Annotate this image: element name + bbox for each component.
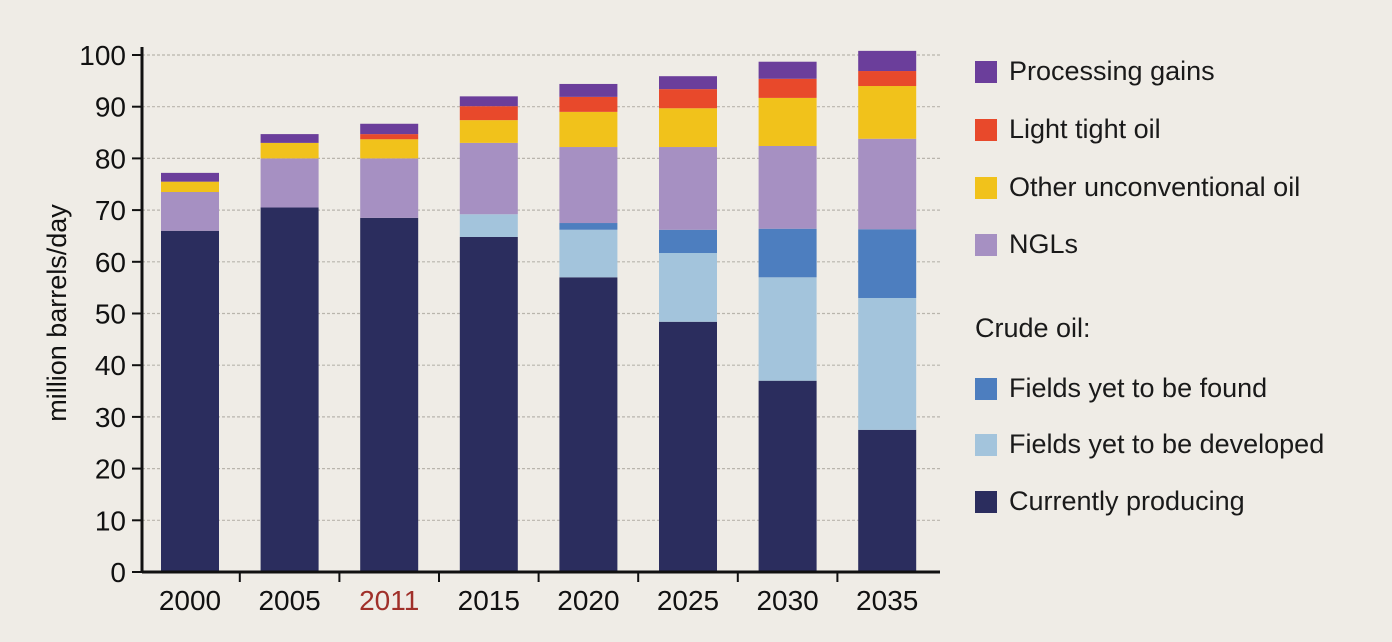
bar-segment-fields-yet-to-be-developed: [559, 229, 618, 278]
x-tick-label: 2011: [359, 585, 419, 616]
bar-segment-other-unconventional-oil: [659, 108, 717, 148]
legend-heading: Crude oil:: [975, 313, 1091, 343]
bar-segment-light-tight-oil: [659, 89, 717, 109]
legend-label: Other unconventional oil: [1009, 172, 1301, 202]
bar-segment-currently-producing: [161, 230, 219, 572]
bar-segment-ngls: [260, 158, 319, 208]
x-tick-label: 2025: [657, 585, 719, 616]
legend-swatch: [975, 233, 997, 256]
legend-item: NGLs: [975, 229, 1078, 260]
bar-segment-light-tight-oil: [360, 134, 419, 140]
legend-item: Fields yet to be developed: [975, 429, 1324, 460]
bar-segment-processing-gains: [659, 76, 717, 90]
x-tick-label: 2015: [458, 585, 520, 616]
bar-segment-processing-gains: [459, 96, 518, 107]
bar-segment-other-unconventional-oil: [260, 142, 319, 159]
y-tick-label: 70: [95, 195, 126, 226]
bar-segment-ngls: [758, 145, 817, 229]
bar-segment-ngls: [659, 147, 717, 230]
legend-swatch: [975, 377, 997, 400]
legend-swatch: [975, 176, 997, 199]
bar-segment-fields-yet-to-be-developed: [459, 214, 518, 237]
bar-segment-currently-producing: [260, 207, 319, 572]
bar-segment-processing-gains: [360, 123, 419, 135]
legend-item: Currently producing: [975, 486, 1245, 517]
legend-swatch: [975, 433, 997, 456]
legend-label: Currently producing: [1009, 486, 1245, 516]
bar-segment-currently-producing: [459, 236, 518, 572]
legend-swatch: [975, 490, 997, 513]
bar-segment-processing-gains: [260, 134, 319, 143]
y-tick-label: 50: [95, 299, 126, 330]
y-tick-label: 90: [95, 92, 126, 123]
y-tick-label: 0: [110, 557, 126, 588]
bar-segment-ngls: [858, 138, 917, 230]
bar-segment-ngls: [161, 192, 219, 231]
bar-segment-processing-gains: [758, 61, 817, 79]
bar-segment-other-unconventional-oil: [161, 181, 219, 193]
x-tick-label: 2020: [557, 585, 619, 616]
bar-segment-other-unconventional-oil: [559, 111, 618, 148]
bar-segment-fields-yet-to-be-found: [758, 228, 817, 278]
bar-segment-fields-yet-to-be-found: [559, 223, 618, 230]
legend-label: Processing gains: [1009, 56, 1215, 86]
legend-item: Fields yet to be found: [975, 373, 1267, 404]
legend-swatch: [975, 118, 997, 141]
legend-item: Other unconventional oil: [975, 172, 1300, 203]
bar-segment-fields-yet-to-be-found: [858, 229, 917, 298]
x-tick-label: 2030: [756, 585, 818, 616]
x-tick-label: 2035: [856, 585, 918, 616]
bar-segment-other-unconventional-oil: [459, 120, 518, 143]
y-tick-label: 100: [79, 40, 126, 71]
bar-segment-other-unconventional-oil: [758, 97, 817, 146]
bar-segment-processing-gains: [161, 172, 219, 182]
y-tick-label: 60: [95, 247, 126, 278]
bar-segment-ngls: [360, 158, 419, 218]
bar-segment-light-tight-oil: [758, 78, 817, 98]
y-tick-label: 30: [95, 402, 126, 433]
y-axis-label: million barrels/day: [42, 204, 72, 422]
legend-label: Fields yet to be developed: [1009, 429, 1325, 459]
bar-segment-currently-producing: [758, 380, 817, 572]
bar-segment-other-unconventional-oil: [360, 139, 419, 159]
bar-segment-light-tight-oil: [459, 106, 518, 121]
y-tick-label: 20: [95, 454, 126, 485]
y-tick-label: 80: [95, 143, 126, 174]
legend-item: Light tight oil: [975, 114, 1161, 145]
bar-segment-currently-producing: [559, 277, 618, 572]
legend-swatch: [975, 60, 997, 83]
legend-label: Light tight oil: [1009, 114, 1161, 144]
y-tick-label: 10: [95, 505, 126, 536]
legend-label: Fields yet to be found: [1009, 373, 1268, 403]
bar-segment-fields-yet-to-be-developed: [858, 297, 917, 430]
legend-label: NGLs: [1009, 229, 1079, 259]
bars: [161, 50, 917, 573]
x-tick-label: 2005: [258, 585, 320, 616]
bar-segment-currently-producing: [659, 321, 717, 572]
bar-segment-currently-producing: [360, 217, 419, 573]
bar-segment-ngls: [459, 142, 518, 215]
bar-segment-currently-producing: [858, 429, 917, 572]
bar-segment-processing-gains: [858, 50, 917, 72]
bar-segment-fields-yet-to-be-developed: [659, 253, 717, 322]
bar-segment-ngls: [559, 147, 618, 224]
bar-segment-fields-yet-to-be-developed: [758, 277, 817, 381]
bar-segment-light-tight-oil: [559, 96, 618, 112]
bar-segment-processing-gains: [559, 83, 618, 97]
bar-segment-other-unconventional-oil: [858, 86, 917, 139]
bar-segment-fields-yet-to-be-found: [659, 229, 717, 254]
y-tick-label: 40: [95, 350, 126, 381]
legend-item: Processing gains: [975, 56, 1215, 87]
x-tick-label: 2000: [159, 585, 221, 616]
bar-segment-light-tight-oil: [858, 71, 917, 87]
